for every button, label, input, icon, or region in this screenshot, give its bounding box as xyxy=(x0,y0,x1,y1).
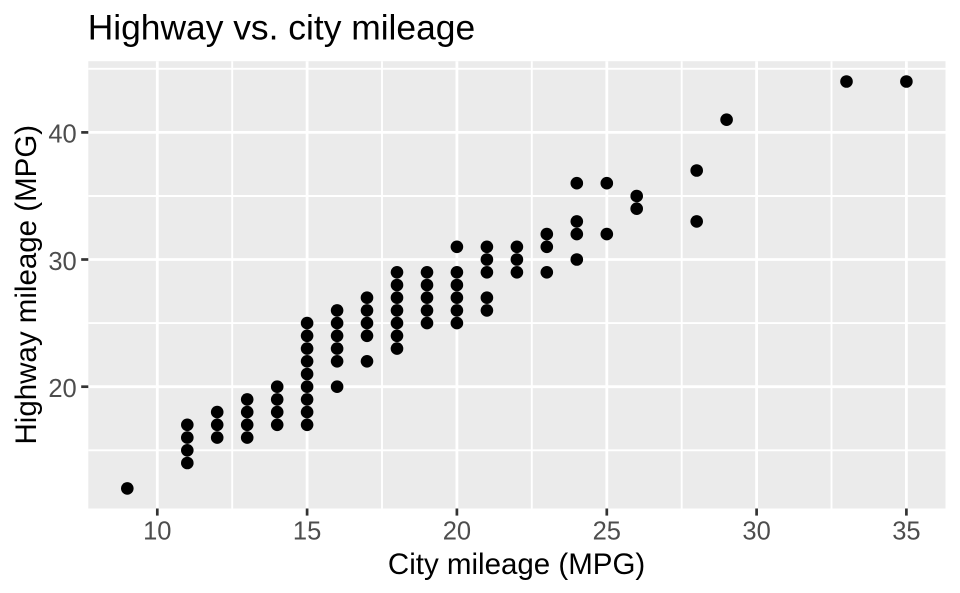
svg-text:40: 40 xyxy=(48,121,76,149)
svg-text:20: 20 xyxy=(443,518,471,546)
svg-text:20: 20 xyxy=(48,375,76,403)
svg-text:Highway vs. city mileage: Highway vs. city mileage xyxy=(88,8,475,48)
svg-text:25: 25 xyxy=(593,518,621,546)
svg-text:City mileage (MPG): City mileage (MPG) xyxy=(388,548,645,581)
svg-text:30: 30 xyxy=(48,248,76,276)
svg-text:30: 30 xyxy=(742,518,770,546)
svg-text:35: 35 xyxy=(892,518,920,546)
svg-text:Highway mileage (MPG): Highway mileage (MPG) xyxy=(10,125,43,445)
svg-text:15: 15 xyxy=(293,518,321,546)
svg-text:10: 10 xyxy=(143,518,171,546)
